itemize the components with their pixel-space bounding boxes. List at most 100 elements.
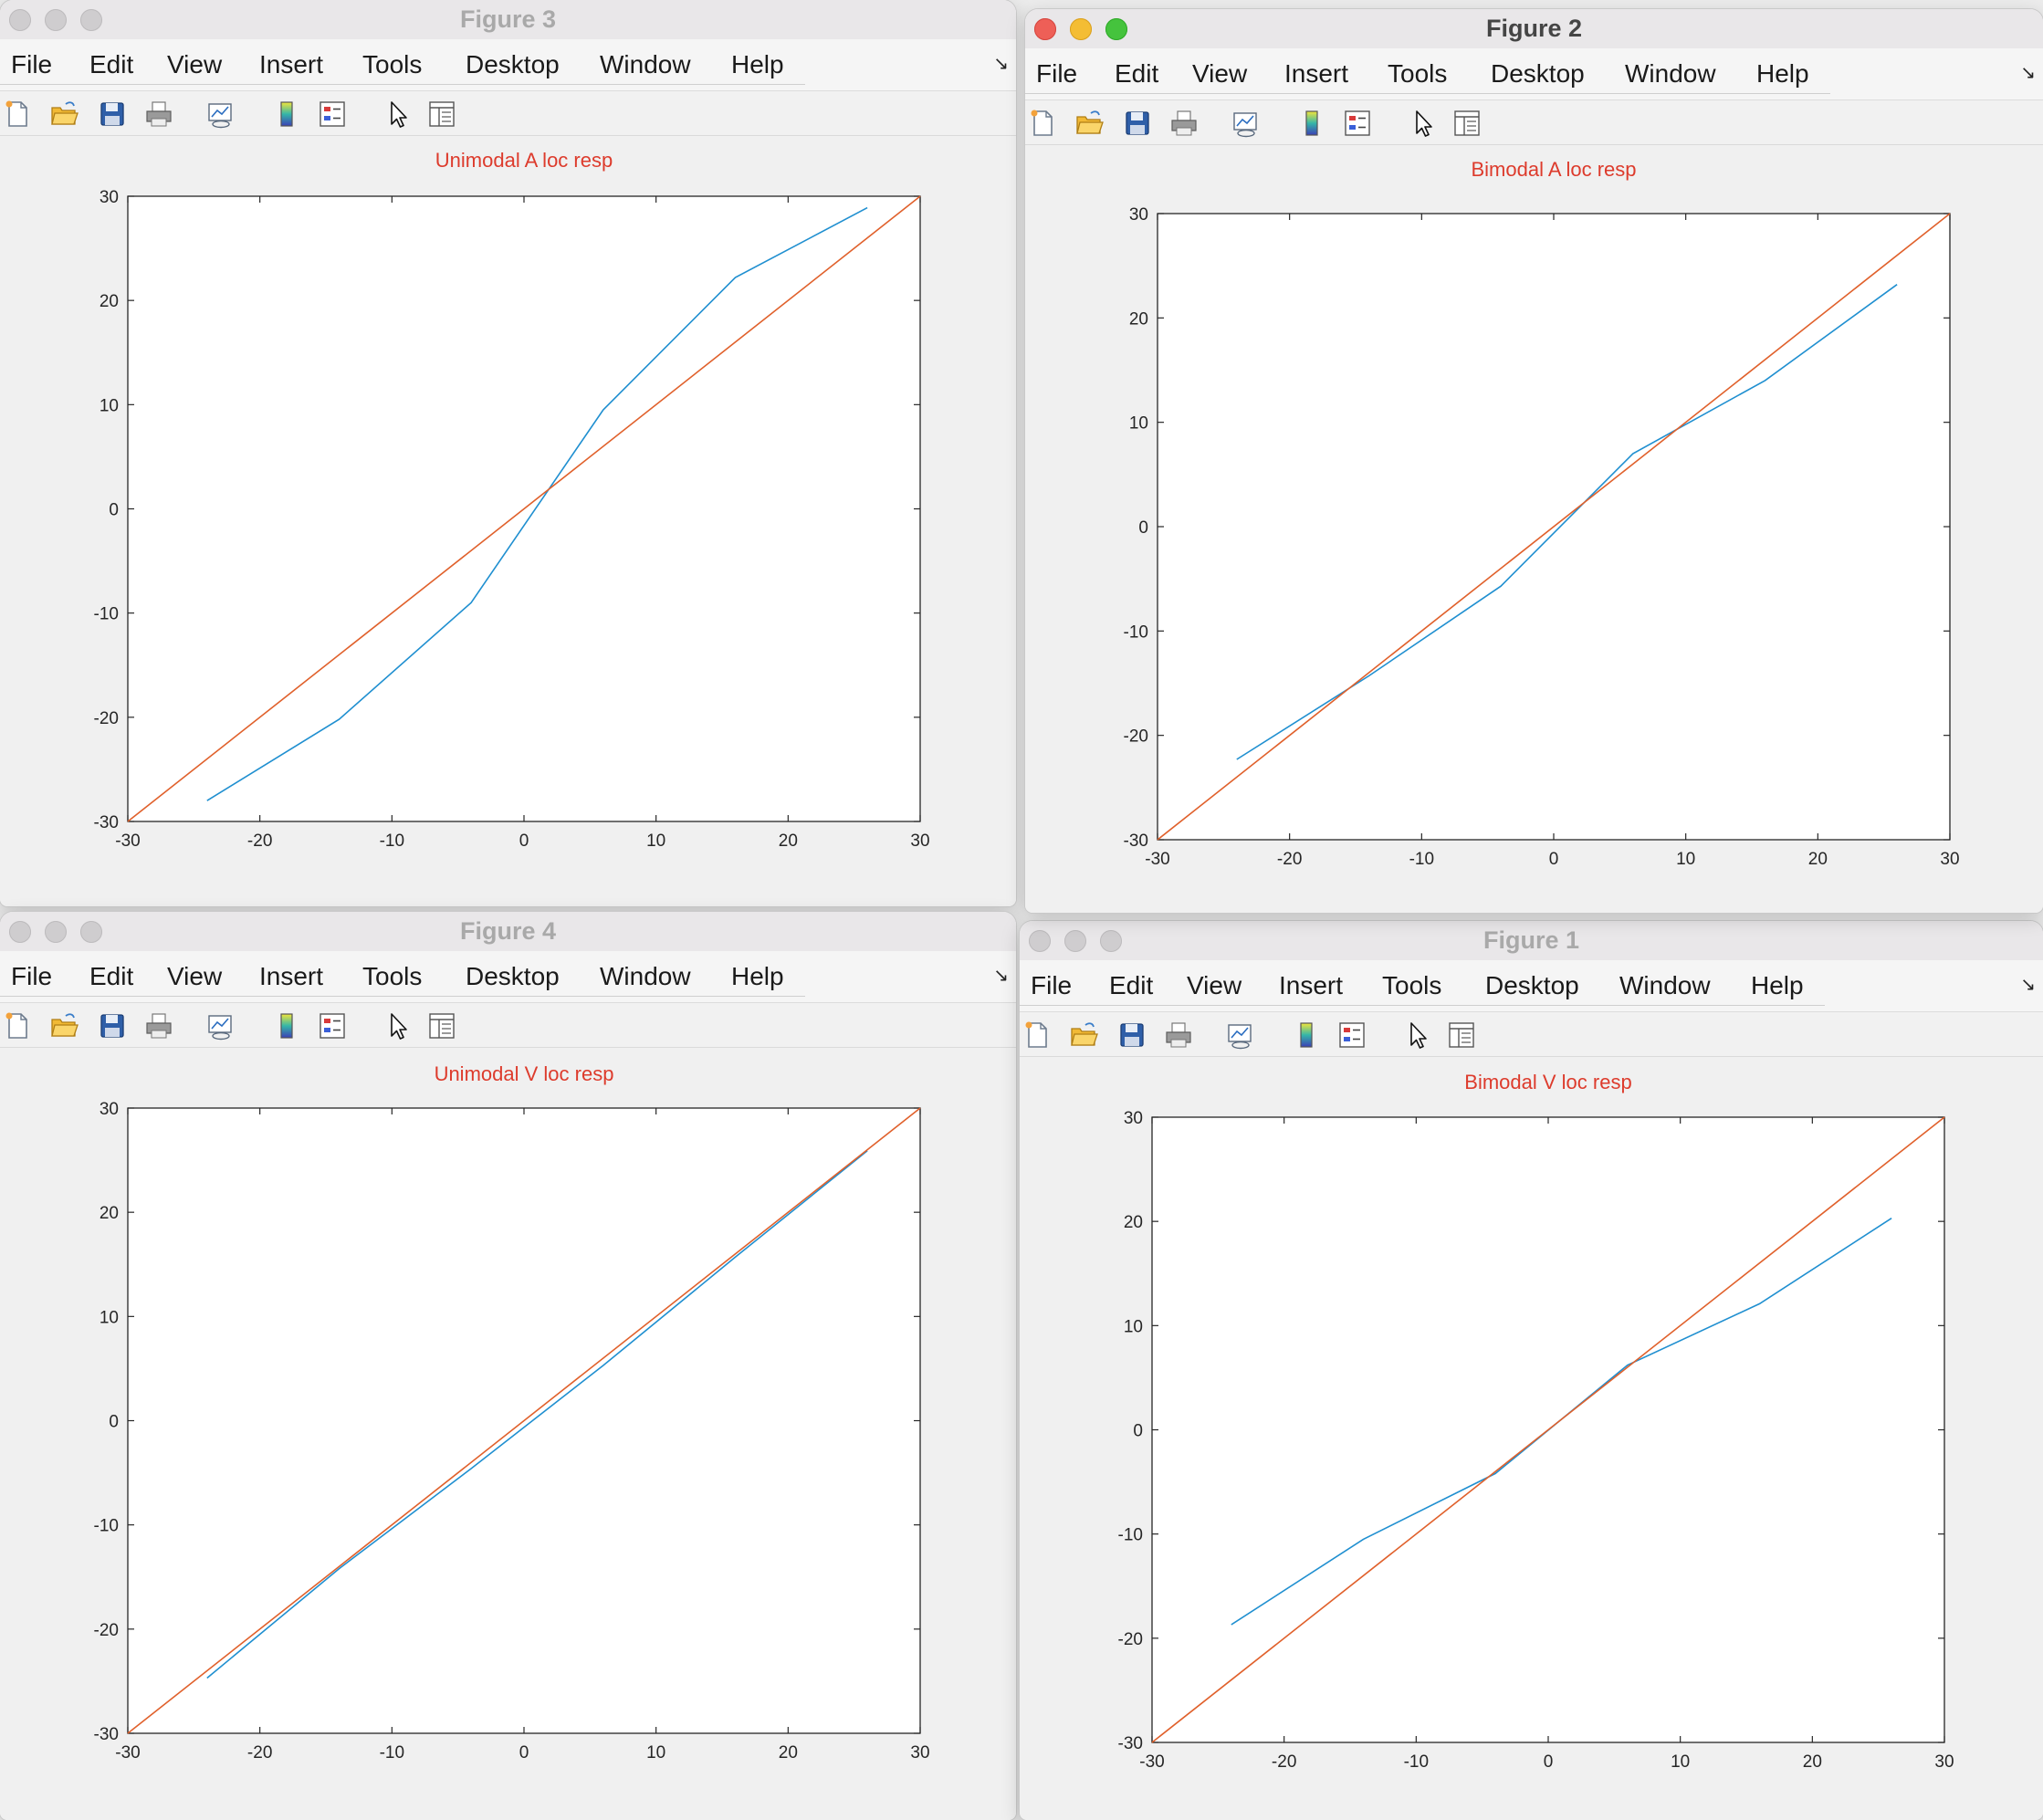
save-icon[interactable] <box>95 1009 130 1043</box>
save-icon[interactable] <box>95 97 130 131</box>
y-tick-label: 20 <box>100 1204 119 1223</box>
link-plot-icon[interactable] <box>1224 1018 1259 1052</box>
close-button[interactable] <box>1034 18 1056 40</box>
link-plot-icon[interactable] <box>204 97 239 131</box>
menu-help[interactable]: Help <box>1756 59 1809 88</box>
open-file-icon[interactable] <box>47 97 82 131</box>
new-figure-icon[interactable] <box>1025 106 1060 141</box>
menu-file[interactable]: File <box>1036 59 1078 88</box>
menu-view[interactable]: View <box>1192 59 1248 88</box>
title-bar[interactable]: Figure 4 <box>0 912 1016 952</box>
menu-insert[interactable]: Insert <box>1284 59 1349 88</box>
menu-tools[interactable]: Tools <box>362 50 423 78</box>
menu-tools[interactable]: Tools <box>1388 59 1448 88</box>
save-icon[interactable] <box>1115 1018 1149 1052</box>
pointer-icon[interactable] <box>381 97 415 131</box>
print-icon[interactable] <box>141 1009 176 1043</box>
open-file-icon[interactable] <box>1073 106 1107 141</box>
menu-edit[interactable]: Edit <box>89 962 134 990</box>
x-tick-label: -30 <box>115 1743 140 1762</box>
colorbar-icon[interactable] <box>269 1009 304 1043</box>
menu-view[interactable]: View <box>167 962 223 990</box>
close-button[interactable] <box>9 9 31 31</box>
menu-help[interactable]: Help <box>1751 971 1804 999</box>
close-button[interactable] <box>9 921 31 943</box>
save-icon[interactable] <box>1120 106 1155 141</box>
menu-file[interactable]: File <box>11 50 53 78</box>
print-icon[interactable] <box>1161 1018 1196 1052</box>
identity-line <box>1151 1116 1945 1743</box>
menu-help[interactable]: Help <box>731 962 784 990</box>
title-bar[interactable]: Figure 2 <box>1025 9 2043 49</box>
menu-window[interactable]: Window <box>600 962 691 990</box>
colorbar-icon[interactable] <box>1289 1018 1324 1052</box>
y-tick-label: 0 <box>1133 1422 1143 1441</box>
property-inspector-icon[interactable] <box>424 97 459 131</box>
new-figure-icon[interactable] <box>0 1009 35 1043</box>
menu-view[interactable]: View <box>167 50 223 78</box>
link-plot-icon[interactable] <box>1230 106 1264 141</box>
legend-icon[interactable] <box>315 97 350 131</box>
identity-line <box>127 195 921 822</box>
property-inspector-icon[interactable] <box>1450 106 1484 141</box>
menu-edit[interactable]: Edit <box>1115 59 1159 88</box>
close-button[interactable] <box>1029 930 1051 952</box>
colorbar-icon[interactable] <box>1294 106 1329 141</box>
minimize-button[interactable] <box>1064 930 1086 952</box>
legend-icon[interactable] <box>1340 106 1375 141</box>
title-bar[interactable]: Figure 1 <box>1020 921 2043 961</box>
link-plot-icon[interactable] <box>204 1009 239 1043</box>
menu-edit[interactable]: Edit <box>89 50 134 78</box>
x-tick-label: 0 <box>519 1743 529 1762</box>
menu-desktop[interactable]: Desktop <box>1485 971 1579 999</box>
x-tick-label: -30 <box>115 832 140 851</box>
new-figure-icon[interactable] <box>0 97 35 131</box>
colorbar-icon[interactable] <box>269 97 304 131</box>
x-tick-label: -10 <box>1404 1752 1429 1772</box>
title-bar[interactable]: Figure 3 <box>0 0 1016 40</box>
open-file-icon[interactable] <box>1067 1018 1102 1052</box>
dock-figure-icon[interactable]: ↘ <box>993 54 1009 74</box>
zoom-button[interactable] <box>1100 930 1122 952</box>
new-figure-icon[interactable] <box>1020 1018 1054 1052</box>
pointer-icon[interactable] <box>381 1009 415 1043</box>
y-tick-label: -20 <box>1124 727 1148 747</box>
window-controls <box>1034 18 1127 40</box>
pointer-icon[interactable] <box>1400 1018 1435 1052</box>
menu-view[interactable]: View <box>1187 971 1242 999</box>
print-icon[interactable] <box>141 97 176 131</box>
zoom-button[interactable] <box>80 921 102 943</box>
zoom-button[interactable] <box>80 9 102 31</box>
menu-help[interactable]: Help <box>731 50 784 78</box>
menu-insert[interactable]: Insert <box>1279 971 1344 999</box>
property-inspector-icon[interactable] <box>1444 1018 1479 1052</box>
dock-figure-icon[interactable]: ↘ <box>2020 975 2036 995</box>
dock-figure-icon[interactable]: ↘ <box>2020 63 2036 83</box>
legend-icon[interactable] <box>315 1009 350 1043</box>
zoom-button[interactable] <box>1105 18 1127 40</box>
y-tick-label: 10 <box>1124 1317 1143 1336</box>
menu-tools[interactable]: Tools <box>1382 971 1442 999</box>
menu-edit[interactable]: Edit <box>1109 971 1154 999</box>
print-icon[interactable] <box>1167 106 1201 141</box>
property-inspector-icon[interactable] <box>424 1009 459 1043</box>
menu-desktop[interactable]: Desktop <box>1491 59 1585 88</box>
menu-window[interactable]: Window <box>1619 971 1711 999</box>
menu-insert[interactable]: Insert <box>259 962 324 990</box>
legend-icon[interactable] <box>1335 1018 1369 1052</box>
menu-window[interactable]: Window <box>600 50 691 78</box>
menu-file[interactable]: File <box>11 962 53 990</box>
x-tick-label: 10 <box>646 1743 665 1762</box>
menu-file[interactable]: File <box>1031 971 1073 999</box>
menu-desktop[interactable]: Desktop <box>466 50 560 78</box>
minimize-button[interactable] <box>1070 18 1092 40</box>
menu-insert[interactable]: Insert <box>259 50 324 78</box>
minimize-button[interactable] <box>45 921 67 943</box>
menu-desktop[interactable]: Desktop <box>466 962 560 990</box>
menu-tools[interactable]: Tools <box>362 962 423 990</box>
open-file-icon[interactable] <box>47 1009 82 1043</box>
minimize-button[interactable] <box>45 9 67 31</box>
pointer-icon[interactable] <box>1406 106 1441 141</box>
dock-figure-icon[interactable]: ↘ <box>993 966 1009 986</box>
menu-window[interactable]: Window <box>1625 59 1716 88</box>
